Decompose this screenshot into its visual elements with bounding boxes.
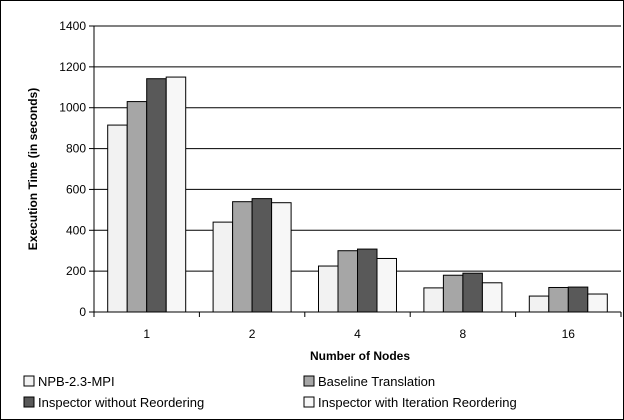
y-tick-label: 600	[66, 182, 86, 196]
bar-inspector-without-reordering-4	[357, 248, 378, 313]
y-tick-label: 800	[66, 142, 86, 156]
bar-baseline-translation-4	[337, 250, 358, 313]
y-tick-label: 1400	[59, 19, 86, 33]
y-axis-title: Execution Time (in seconds)	[26, 88, 40, 250]
legend-label: Inspector with Iteration Reordering	[318, 395, 517, 410]
bar-inspector-with-iteration-reordering-16	[587, 293, 608, 313]
legend-swatch	[23, 396, 35, 408]
legend: NPB-2.3-MPI Baseline Translation Inspector…	[23, 374, 517, 410]
bar-baseline-translation-2	[232, 201, 253, 313]
x-tick-label: 2	[249, 327, 256, 341]
bar-inspector-with-iteration-reordering-2	[271, 202, 292, 313]
bar-npb-2-3-mpi-2	[212, 221, 234, 313]
x-tick-label: 8	[460, 327, 467, 341]
legend-label: Baseline Translation	[318, 374, 435, 389]
legend-item: Inspector without Reordering	[23, 395, 204, 410]
bar-inspector-without-reordering-8	[462, 272, 483, 313]
x-tick-label: 16	[562, 327, 576, 341]
bar-inspector-without-reordering-1	[146, 78, 167, 313]
bar-npb-2-3-mpi-8	[423, 287, 444, 313]
x-tick-label: 4	[354, 327, 361, 341]
bar-baseline-translation-1	[126, 101, 148, 313]
x-tick-label: 1	[143, 327, 150, 341]
bar-npb-2-3-mpi-16	[528, 295, 550, 313]
bar-baseline-translation-8	[442, 274, 464, 313]
bars	[107, 76, 608, 313]
x-tick-labels: 1 2 4 8 16	[143, 327, 575, 341]
bar-inspector-without-reordering-16	[567, 286, 589, 313]
bar-npb-2-3-mpi-4	[318, 265, 339, 313]
legend-item: Baseline Translation	[303, 374, 435, 389]
axes	[89, 25, 622, 317]
bar-inspector-with-iteration-reordering-4	[376, 257, 397, 313]
legend-swatch	[303, 396, 315, 408]
legend-swatch	[303, 375, 315, 387]
legend-swatch	[23, 375, 35, 387]
legend-item: NPB-2.3-MPI	[23, 374, 115, 389]
bar-baseline-translation-16	[548, 286, 569, 313]
bar-inspector-with-iteration-reordering-1	[165, 76, 187, 313]
y-tick-label: 0	[79, 305, 86, 319]
y-tick-label: 400	[66, 223, 86, 237]
bar-npb-2-3-mpi-1	[107, 124, 128, 313]
x-axis-title: Number of Nodes	[310, 349, 410, 363]
legend-item: Inspector with Iteration Reordering	[303, 395, 517, 410]
y-tick-label: 1000	[59, 101, 86, 115]
legend-label: Inspector without Reordering	[38, 395, 204, 410]
bar-inspector-without-reordering-2	[251, 198, 273, 313]
legend-label: NPB-2.3-MPI	[38, 374, 115, 389]
y-tick-label: 1200	[59, 60, 86, 74]
y-tick-labels: 0 200 400 600 800 1000 1200 1400	[59, 19, 86, 319]
bar-inspector-with-iteration-reordering-8	[481, 282, 503, 313]
y-tick-label: 200	[66, 264, 86, 278]
